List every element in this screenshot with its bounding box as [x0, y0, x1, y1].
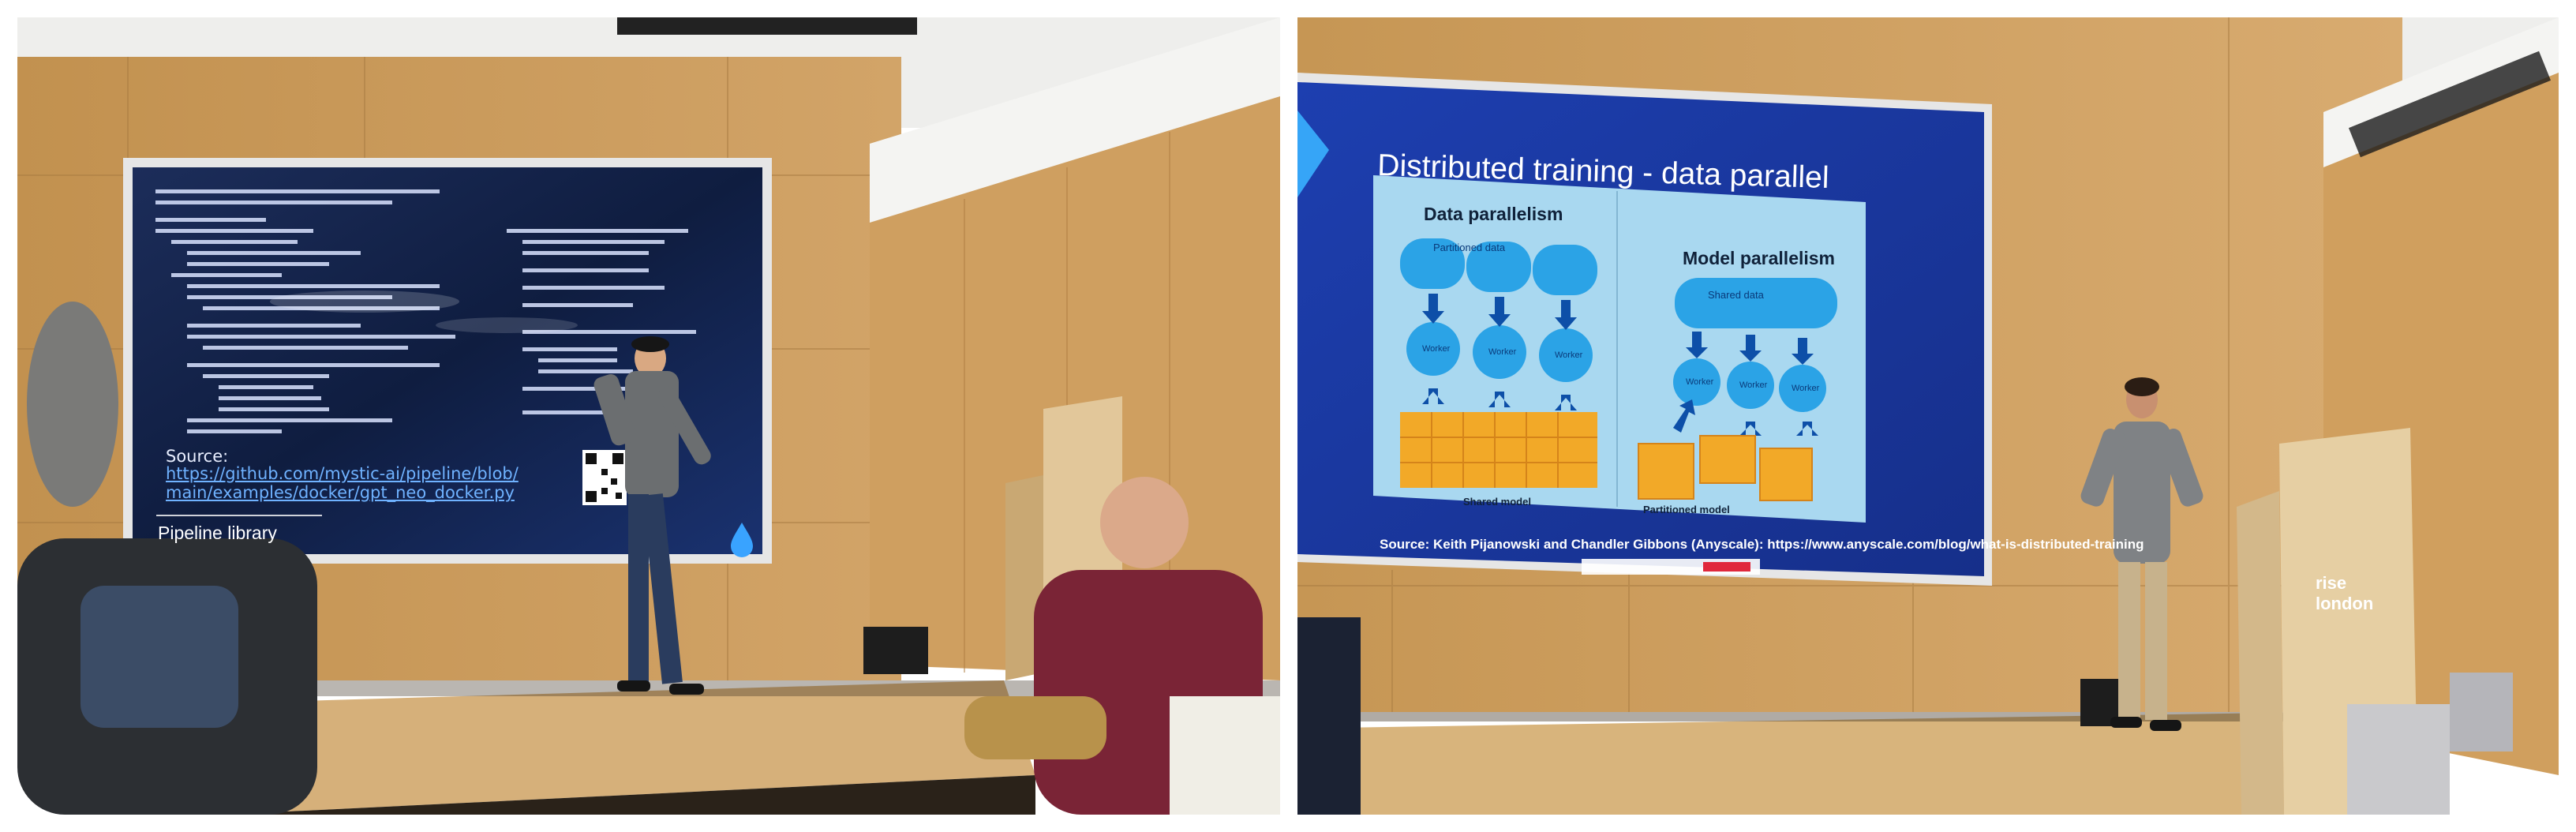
slide-source-link-line2: main/examples/docker/gpt_neo_docker.py	[166, 483, 515, 502]
model-parallel-partitioned-model	[1638, 435, 1813, 501]
data-parallel-workers	[1406, 322, 1593, 382]
photo-left-pipeline-talk: Source: https://github.com/mystic-ai/pip…	[17, 17, 1280, 815]
stage-floor	[191, 680, 1035, 815]
slide-source-link: https://github.com/mystic-ai/pipeline/bl…	[166, 464, 519, 502]
presenter-left	[593, 336, 711, 695]
slide-footer-label: Pipeline library	[158, 523, 277, 543]
code-lines-right	[507, 229, 696, 414]
model-parallelism-title: Model parallelism	[1683, 248, 1836, 268]
code-lines-left	[155, 189, 455, 433]
data-parallel-shared-model	[1400, 412, 1597, 488]
worker-label: Worker	[1686, 377, 1714, 387]
model-parallel-workers	[1673, 358, 1826, 412]
left-photo-scene	[17, 17, 1280, 815]
audience-member-beanie	[17, 302, 317, 815]
soffit	[870, 17, 1280, 223]
shared-model-label: Shared model	[1463, 496, 1531, 508]
ceiling-vent	[617, 17, 917, 35]
qr-code	[582, 450, 627, 505]
slide-source-label: Source:	[166, 447, 229, 466]
partitioned-model-label: Partitioned model	[1643, 504, 1730, 515]
podium-sign-line2: london	[2316, 594, 2374, 613]
photo-right-distributed-training-talk: Distributed training - data parallel Dat…	[1297, 17, 2559, 815]
audience-member-bald	[964, 477, 1280, 815]
worker-label: Worker	[1792, 384, 1820, 393]
audience-member-edge	[1297, 617, 1361, 815]
slide-source-credit: Source: Keith Pijanowski and Chandler Gi…	[1380, 537, 2144, 552]
worker-label: Worker	[1488, 347, 1517, 357]
worker-label: Worker	[1555, 350, 1583, 360]
right-photo-scene	[1297, 17, 2559, 815]
floor-speaker	[863, 627, 928, 674]
worker-label: Worker	[1739, 380, 1768, 390]
data-parallelism-title: Data parallelism	[1424, 204, 1563, 224]
water-drop-logo	[731, 523, 753, 557]
model-parallel-shared-data	[1675, 278, 1837, 328]
worker-label: Worker	[1422, 344, 1451, 354]
presenter-right	[2080, 377, 2203, 731]
slide-source-link-line1: https://github.com/mystic-ai/pipeline/bl…	[166, 464, 519, 483]
partitioned-data-label: Partitioned data	[1433, 242, 1506, 253]
shared-data-label: Shared data	[1708, 289, 1764, 301]
podium-sign-line1: rise	[2316, 573, 2347, 593]
chair	[2347, 704, 2450, 815]
data-parallel-partitioned-data	[1400, 238, 1597, 295]
stage-floor	[1337, 712, 2402, 815]
